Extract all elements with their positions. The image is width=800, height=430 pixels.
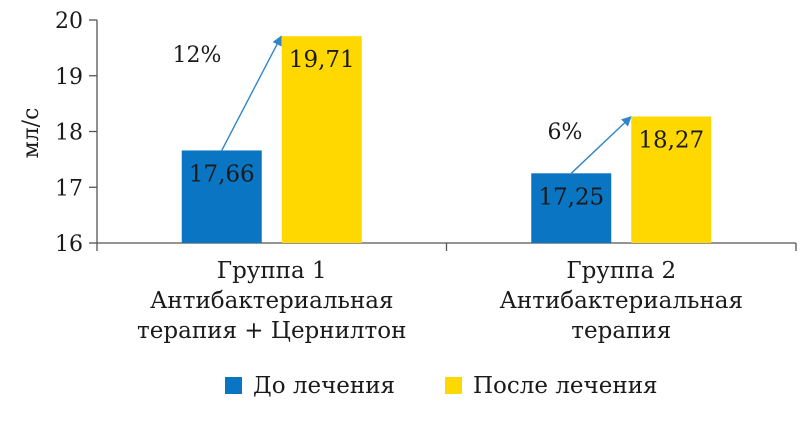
y-tick-label: 16 xyxy=(55,232,83,257)
legend-swatch xyxy=(225,377,242,394)
change-arrow xyxy=(221,35,282,151)
category-labels: Группа 1 Антибактериальная терапия + Церни… xyxy=(137,258,743,344)
category-label: терапия xyxy=(571,318,671,344)
category-label: Антибактериальная xyxy=(499,288,743,314)
category-label: Группа 1 xyxy=(217,258,327,284)
y-axis-label: мл/с xyxy=(19,108,44,159)
legend: До лечения После лечения xyxy=(225,373,658,399)
bar xyxy=(631,116,712,243)
category-label: Антибактериальная xyxy=(150,288,394,314)
legend-label: До лечения xyxy=(253,373,395,399)
bar xyxy=(531,173,612,243)
data-label: 19,71 xyxy=(289,47,355,73)
category-label: терапия + Цернилтон xyxy=(137,318,406,344)
bars xyxy=(181,36,712,244)
legend-label: После лечения xyxy=(473,373,658,399)
change-arrow xyxy=(570,116,632,174)
percent-change-label: 6% xyxy=(548,120,583,145)
y-tick-label: 17 xyxy=(55,176,83,201)
change-arrows: 12% 6% xyxy=(173,35,632,174)
data-label: 18,27 xyxy=(638,127,704,153)
y-tick-label: 20 xyxy=(55,9,83,34)
category-label: Группа 2 xyxy=(566,258,676,284)
y-tick-label: 18 xyxy=(55,121,83,146)
data-label: 17,66 xyxy=(189,161,255,187)
bar xyxy=(281,36,362,244)
legend-swatch xyxy=(445,377,462,394)
data-label: 17,25 xyxy=(538,184,604,210)
bar xyxy=(181,150,262,243)
data-labels: 17,66 19,71 17,25 18,27 xyxy=(189,47,704,210)
percent-change-label: 12% xyxy=(173,43,222,68)
y-tick-label: 19 xyxy=(55,65,83,90)
